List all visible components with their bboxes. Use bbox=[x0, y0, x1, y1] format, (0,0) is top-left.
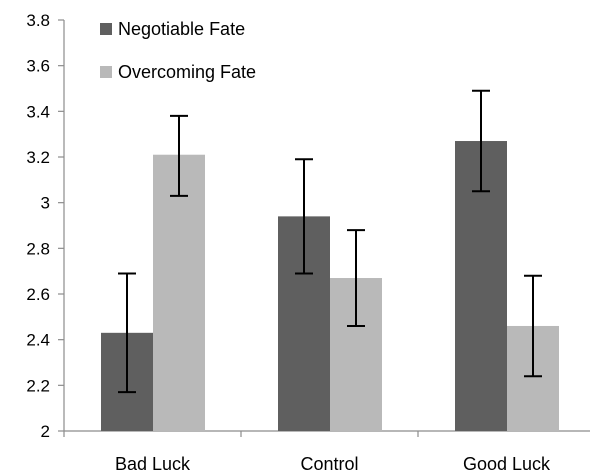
legend-swatch bbox=[100, 66, 112, 78]
y-tick-label: 3.2 bbox=[26, 148, 50, 167]
legend-label: Negotiable Fate bbox=[118, 19, 245, 39]
y-tick-label: 3 bbox=[41, 194, 50, 213]
legend-swatch bbox=[100, 23, 112, 35]
bar-overcoming-fate bbox=[153, 154, 205, 431]
category-labels: Bad Luck Control Good Luck bbox=[115, 454, 551, 474]
y-tick-label: 2.4 bbox=[26, 331, 50, 350]
category-label: Bad Luck bbox=[115, 454, 191, 474]
y-axis-ticks: 2 2.2 2.4 2.6 2.8 3 3.2 3.4 3.6 3.8 bbox=[26, 11, 64, 441]
x-axis-ticks bbox=[63, 431, 419, 437]
y-tick-label: 2.8 bbox=[26, 239, 50, 258]
error-bars bbox=[118, 89, 542, 394]
y-tick-label: 2 bbox=[41, 422, 50, 441]
y-tick-label: 3.6 bbox=[26, 57, 50, 76]
legend-label: Overcoming Fate bbox=[118, 62, 256, 82]
y-tick-label: 2.6 bbox=[26, 285, 50, 304]
category-label: Control bbox=[300, 454, 358, 474]
y-tick-label: 3.8 bbox=[26, 11, 50, 30]
category-label: Good Luck bbox=[463, 454, 551, 474]
y-tick-label: 2.2 bbox=[26, 376, 50, 395]
y-tick-label: 3.4 bbox=[26, 102, 50, 121]
bar-series bbox=[101, 141, 559, 431]
legend: Negotiable Fate Overcoming Fate bbox=[100, 19, 256, 82]
